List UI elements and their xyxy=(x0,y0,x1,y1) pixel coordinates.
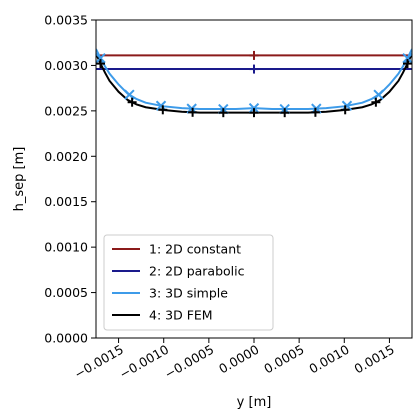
y-tick-label: 0.0035 xyxy=(44,13,88,28)
series-marker-4 xyxy=(371,97,381,107)
series-marker-3 xyxy=(402,52,413,64)
x-tick-label: 0.0005 xyxy=(261,342,306,377)
y-tick-label: 0.0015 xyxy=(44,194,88,209)
series-marker-4 xyxy=(340,105,350,115)
series-marker-4 xyxy=(280,108,290,118)
series-marker-3 xyxy=(124,89,135,100)
marker-stroke xyxy=(95,52,106,64)
legend-label-3: 3: 3D simple xyxy=(149,286,228,301)
x-axis: −0.0015−0.0010−0.0005 0.0000 0.0005 0.0010 0… xyxy=(72,338,397,382)
series-marker-4 xyxy=(310,107,320,117)
legend-box xyxy=(103,234,274,331)
marker-stroke xyxy=(402,52,413,64)
y-axis: 0.0000 0.0005 0.0010 0.0015 0.0020 0.0025 0.00… xyxy=(44,13,96,346)
y-tick-label: 0.0030 xyxy=(44,58,88,73)
marker-stroke xyxy=(155,100,167,111)
marker-layer xyxy=(95,50,413,118)
series-marker-3 xyxy=(341,100,353,111)
y-axis-label: h_sep [m] xyxy=(12,147,27,212)
marker-stroke xyxy=(373,89,384,100)
y-tick-label: 0.0000 xyxy=(44,331,88,346)
y-tick-label: 0.0025 xyxy=(44,103,88,118)
x-tick-label: 0.0000 xyxy=(216,342,261,377)
series-marker-4 xyxy=(402,59,412,69)
series-marker-3 xyxy=(248,102,260,114)
y-tick-label: 0.0020 xyxy=(44,149,88,164)
x-tick-label: 0.0015 xyxy=(352,342,397,377)
series-marker-4 xyxy=(218,108,228,118)
series-marker-4 xyxy=(96,59,106,69)
x-axis-label: y [m] xyxy=(237,395,272,410)
legend: 1: 2D constant 2: 2D parabolic 3: 3D simpl… xyxy=(103,234,274,331)
legend-label-4: 4: 3D FEM xyxy=(149,308,213,323)
series-marker-2 xyxy=(249,64,259,74)
legend-label-1: 1: 2D constant xyxy=(149,242,241,257)
x-tick-label: −0.0010 xyxy=(117,342,171,382)
marker-stroke xyxy=(248,102,260,114)
series-marker-3 xyxy=(95,52,106,64)
series-marker-3 xyxy=(155,100,167,111)
series-marker-3 xyxy=(373,89,384,100)
y-tick-label: 0.0005 xyxy=(44,285,88,300)
series-marker-4 xyxy=(127,97,137,107)
x-tick-label: 0.0010 xyxy=(306,342,351,377)
x-tick-label: −0.0015 xyxy=(72,342,126,382)
series-marker-4 xyxy=(249,108,259,118)
marker-stroke xyxy=(341,100,353,111)
marker-stroke xyxy=(124,89,135,100)
y-tick-label: 0.0010 xyxy=(44,240,88,255)
series-marker-4 xyxy=(188,107,198,117)
x-tick-label: −0.0005 xyxy=(162,342,216,382)
series-marker-4 xyxy=(158,105,168,115)
series-marker-1 xyxy=(249,50,259,60)
legend-label-2: 2: 2D parabolic xyxy=(149,264,245,279)
